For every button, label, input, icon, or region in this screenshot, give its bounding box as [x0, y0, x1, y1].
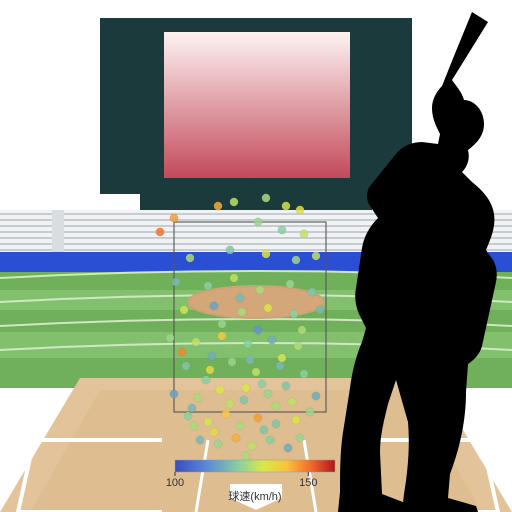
pitch-point: [258, 380, 266, 388]
pitch-point: [244, 340, 252, 348]
pitch-point: [262, 194, 270, 202]
pitch-point: [228, 358, 236, 366]
pitch-point: [226, 246, 234, 254]
pitch-point: [262, 250, 270, 258]
pitch-point: [260, 426, 268, 434]
pitch-point: [268, 336, 276, 344]
pitch-point: [214, 202, 222, 210]
pitch-point: [166, 334, 174, 342]
pitch-point: [306, 408, 314, 416]
pitch-point: [170, 390, 178, 398]
pitch-point: [184, 412, 192, 420]
pitch-point: [256, 286, 264, 294]
pitch-point: [254, 414, 262, 422]
pitch-point: [272, 420, 280, 428]
legend-tick: 150: [299, 477, 317, 489]
pitch-point: [222, 410, 230, 418]
pitch-point: [192, 338, 200, 346]
pitch-point: [272, 402, 280, 410]
pitch-point: [286, 280, 294, 288]
pitch-location-chart: 100 150 球速(km/h): [0, 0, 512, 512]
pitch-point: [242, 384, 250, 392]
pitch-point: [218, 332, 226, 340]
pitch-point: [300, 230, 308, 238]
pitch-point: [208, 352, 216, 360]
pitch-point: [282, 202, 290, 210]
pitch-point: [172, 278, 180, 286]
pitch-point: [180, 306, 188, 314]
pitch-point: [170, 214, 178, 222]
scoreboard-screen: [164, 32, 350, 178]
pitch-point: [218, 320, 226, 328]
pitch-point: [204, 418, 212, 426]
pitch-point: [178, 348, 186, 356]
pitch-point: [264, 390, 272, 398]
pitch-point: [232, 434, 240, 442]
pitch-point: [254, 218, 262, 226]
pitch-point: [276, 362, 284, 370]
pitch-point: [292, 256, 300, 264]
pitch-point: [214, 440, 222, 448]
pitch-point: [248, 442, 256, 450]
legend-label: 球速(km/h): [228, 489, 281, 503]
pitch-point: [216, 386, 224, 394]
pitch-point: [236, 294, 244, 302]
pitch-point: [156, 228, 164, 236]
pitch-point: [312, 392, 320, 400]
pitch-point: [278, 226, 286, 234]
pitch-point: [236, 422, 244, 430]
pitch-point: [240, 396, 248, 404]
pitch-point: [210, 302, 218, 310]
pitch-point: [254, 326, 262, 334]
pitch-point: [288, 398, 296, 406]
legend-tick: 100: [166, 477, 184, 489]
pitch-point: [188, 404, 196, 412]
pitch-point: [312, 252, 320, 260]
pitch-point: [290, 310, 298, 318]
pitch-point: [242, 452, 250, 460]
pitch-point: [292, 416, 300, 424]
pitch-point: [226, 400, 234, 408]
pitch-point: [264, 304, 272, 312]
pitch-point: [230, 198, 238, 206]
pitch-point: [186, 254, 194, 262]
pitch-point: [296, 434, 304, 442]
pitch-point: [182, 362, 190, 370]
pitch-point: [206, 366, 214, 374]
pitch-point: [284, 444, 292, 452]
pitch-point: [294, 342, 302, 350]
pitch-point: [266, 436, 274, 444]
pitch-point: [300, 370, 308, 378]
pitch-point: [230, 274, 238, 282]
pitch-point: [190, 422, 198, 430]
pitch-point: [252, 368, 260, 376]
pitch-point: [316, 306, 324, 314]
pitch-point: [194, 394, 202, 402]
pitch-point: [296, 206, 304, 214]
pitch-point: [202, 376, 210, 384]
pitch-point: [210, 428, 218, 436]
pitch-point: [246, 356, 254, 364]
pitch-point: [196, 436, 204, 444]
pitch-point: [204, 282, 212, 290]
pitch-point: [282, 382, 290, 390]
pitch-point: [298, 326, 306, 334]
pitch-point: [308, 288, 316, 296]
pitch-point: [238, 308, 246, 316]
pitch-point: [278, 354, 286, 362]
